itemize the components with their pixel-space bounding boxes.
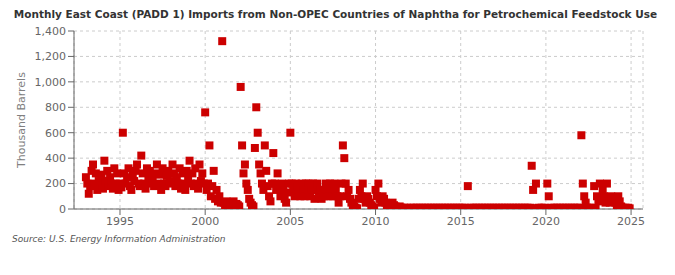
svg-text:Thousand Barrels: Thousand Barrels (15, 72, 28, 169)
svg-text:2000: 2000 (191, 215, 219, 228)
svg-text:200: 200 (45, 177, 66, 190)
html-text:Source: U.S. Energy Informatio: Source: U.S. Energy Information Administ… (12, 234, 226, 244)
svg-text:400: 400 (45, 152, 66, 165)
svg-text:1,000: 1,000 (35, 76, 67, 89)
svg-text:600: 600 (45, 127, 66, 140)
svg-text:1,400: 1,400 (35, 25, 67, 38)
svg-text:800: 800 (45, 101, 66, 114)
svg-text:2010: 2010 (362, 215, 390, 228)
svg-text:1,200: 1,200 (35, 50, 67, 63)
svg-text:2020: 2020 (532, 215, 560, 228)
svg-text:2025: 2025 (617, 215, 645, 228)
svg-text:0: 0 (59, 203, 66, 216)
svg-text:2015: 2015 (447, 215, 475, 228)
svg-text:2005: 2005 (276, 215, 304, 228)
html-text:Monthly East Coast (PADD 1) Im: Monthly East Coast (PADD 1) Imports from… (13, 8, 658, 20)
svg-text:1995: 1995 (106, 215, 134, 228)
